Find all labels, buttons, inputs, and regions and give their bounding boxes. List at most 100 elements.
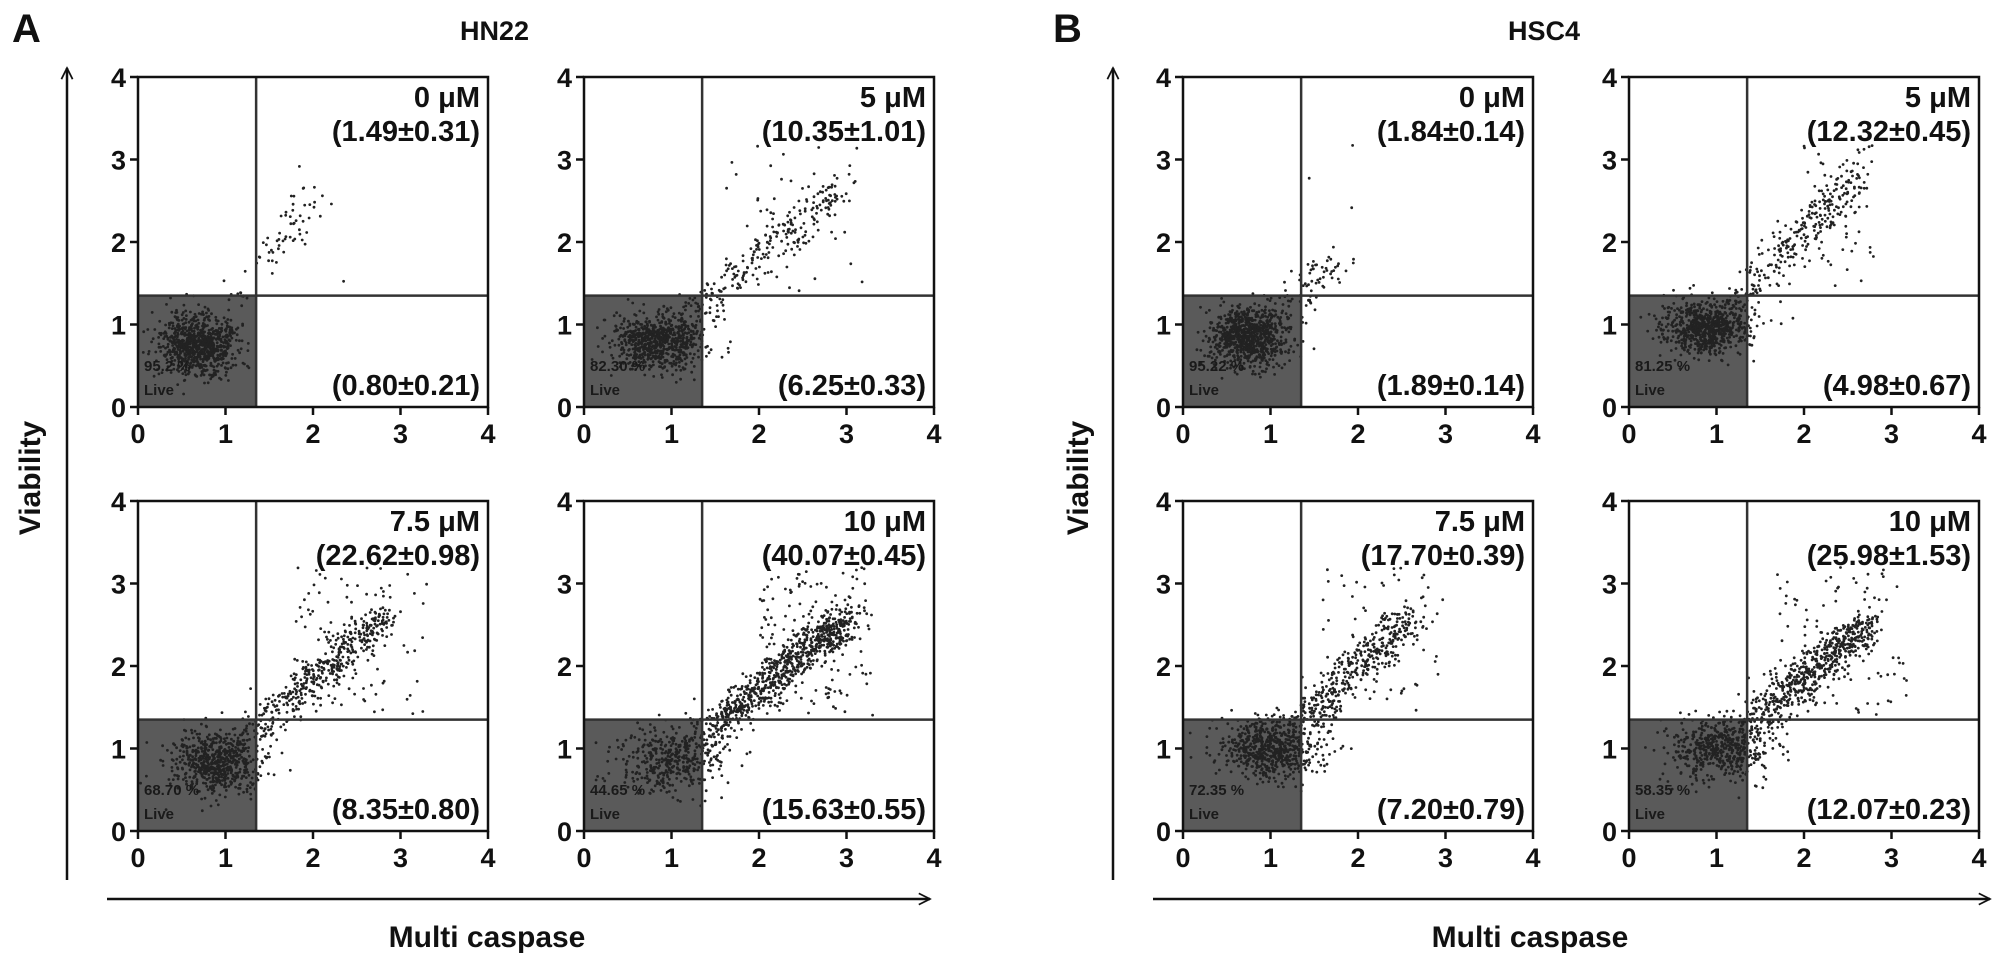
data-point <box>155 359 158 363</box>
data-point <box>248 754 251 758</box>
data-point <box>626 325 630 329</box>
data-point <box>211 332 215 336</box>
data-point <box>715 724 719 727</box>
data-point <box>312 682 316 686</box>
data-point <box>209 738 212 742</box>
data-point <box>1235 350 1239 354</box>
data-point <box>807 612 811 616</box>
data-point <box>610 339 614 343</box>
data-point <box>794 634 797 638</box>
data-point <box>612 314 616 318</box>
data-point <box>203 749 207 753</box>
data-point <box>696 722 699 726</box>
data-point <box>209 745 213 748</box>
x-tick-label: 4 <box>480 419 495 449</box>
data-point <box>162 337 166 340</box>
data-point <box>831 640 835 643</box>
data-point <box>678 743 682 747</box>
data-point <box>756 243 760 247</box>
data-point <box>805 633 809 637</box>
data-point <box>725 698 729 702</box>
data-point <box>697 355 700 359</box>
data-point <box>208 351 212 355</box>
data-point <box>236 736 240 740</box>
data-point <box>329 663 333 667</box>
data-point <box>811 235 815 239</box>
data-point <box>826 206 830 209</box>
data-point <box>323 630 326 634</box>
panel-a: A HN22 Viability Multi caspase 0 1 2 3 40123… <box>12 7 942 954</box>
data-point <box>799 645 802 649</box>
data-point <box>822 624 825 628</box>
data-point <box>224 749 227 752</box>
x-tick-label: 3 <box>393 843 408 873</box>
data-point <box>767 251 771 254</box>
data-point <box>698 761 702 765</box>
data-point <box>722 723 726 727</box>
data-point <box>308 612 312 616</box>
data-point <box>281 695 285 699</box>
data-point <box>787 658 791 662</box>
data-point <box>166 342 170 346</box>
data-point <box>284 235 288 239</box>
data-point <box>824 692 828 696</box>
data-point <box>342 674 346 678</box>
data-point <box>789 179 793 183</box>
data-point <box>739 286 742 289</box>
data-point <box>625 771 628 774</box>
data-point <box>723 709 727 713</box>
data-point <box>664 770 668 774</box>
x-axis-title: Multi caspase <box>389 921 586 954</box>
data-point <box>796 669 800 672</box>
data-point <box>692 769 696 773</box>
data-point <box>195 732 199 736</box>
data-point <box>645 771 649 774</box>
data-point <box>203 305 207 309</box>
data-point <box>664 758 668 762</box>
data-point <box>335 673 338 677</box>
data-point <box>185 782 188 786</box>
data-point <box>170 310 174 314</box>
data-point <box>736 694 739 698</box>
data-point <box>302 666 305 669</box>
data-point <box>850 610 853 614</box>
data-point <box>836 631 840 634</box>
data-point <box>173 327 177 330</box>
data-point <box>194 319 198 323</box>
data-point <box>646 324 649 327</box>
data-point <box>380 627 383 631</box>
data-point <box>608 341 611 345</box>
data-point <box>692 378 696 382</box>
data-point <box>329 645 333 649</box>
data-point <box>174 311 178 314</box>
data-point <box>712 732 715 736</box>
data-point <box>818 645 822 649</box>
data-point <box>335 667 339 671</box>
data-point <box>300 697 304 700</box>
data-point <box>640 338 644 341</box>
data-point <box>171 324 175 328</box>
data-point <box>665 773 669 777</box>
data-point <box>843 598 847 602</box>
data-point <box>217 775 221 779</box>
data-point <box>693 296 697 300</box>
data-point <box>712 724 715 728</box>
data-point <box>1269 296 1273 300</box>
data-point <box>205 354 208 358</box>
data-point <box>195 375 199 378</box>
data-point <box>178 348 181 351</box>
data-point <box>644 339 648 343</box>
data-point <box>299 715 303 719</box>
data-point <box>231 727 235 731</box>
data-point <box>792 644 795 647</box>
data-point <box>197 312 201 315</box>
data-point <box>808 666 812 670</box>
data-point <box>275 738 279 742</box>
data-point <box>646 781 649 784</box>
data-point <box>681 332 685 336</box>
data-point <box>854 665 858 669</box>
data-point <box>310 689 314 693</box>
data-point <box>241 361 245 365</box>
